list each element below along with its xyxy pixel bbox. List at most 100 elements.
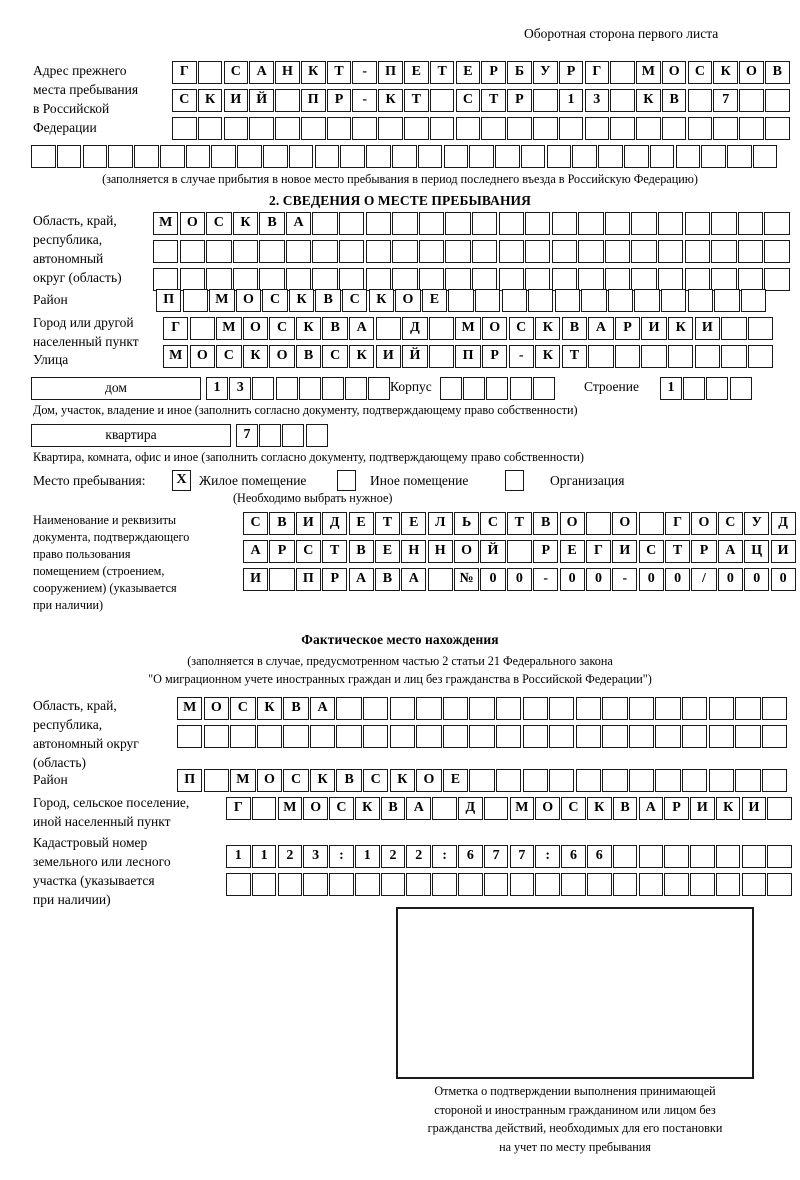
input-cell[interactable]	[708, 725, 734, 748]
input-cell[interactable]: -	[612, 568, 638, 591]
input-cell[interactable]: С	[216, 345, 242, 368]
input-cell[interactable]	[655, 769, 681, 792]
ownership-document-row-3[interactable]: И П Р А В А № 0 0-0 0-0 0/0 0 0	[243, 568, 797, 591]
input-cell[interactable]	[321, 377, 344, 400]
input-cell[interactable]	[288, 145, 314, 168]
input-cell[interactable]: М	[509, 797, 535, 820]
input-cell[interactable]: С	[172, 89, 197, 112]
input-cell[interactable]	[657, 240, 684, 263]
input-cell[interactable]: Р	[664, 797, 689, 820]
input-cell[interactable]: Б	[507, 61, 532, 84]
input-cell[interactable]: 7	[483, 845, 509, 868]
input-cell[interactable]: Т	[404, 89, 429, 112]
input-cell[interactable]	[551, 240, 578, 263]
input-cell[interactable]	[727, 145, 752, 168]
input-cell[interactable]: О	[395, 289, 421, 312]
input-cell[interactable]	[232, 268, 259, 291]
input-cell[interactable]	[675, 145, 701, 168]
input-cell[interactable]	[610, 61, 635, 84]
input-cell[interactable]	[252, 377, 275, 400]
input-cell[interactable]	[189, 317, 215, 340]
input-cell[interactable]	[251, 797, 277, 820]
input-cell[interactable]	[764, 212, 790, 235]
input-cell[interactable]: Н	[427, 540, 453, 563]
input-cell[interactable]: Е	[348, 512, 374, 535]
input-cell[interactable]	[406, 873, 432, 896]
input-cell[interactable]: Г	[585, 540, 612, 563]
input-cell[interactable]: С	[342, 289, 368, 312]
input-cell[interactable]	[418, 212, 445, 235]
input-cell[interactable]	[232, 240, 259, 263]
input-cell[interactable]	[197, 61, 223, 84]
input-cell[interactable]	[554, 289, 581, 312]
input-cell[interactable]	[197, 117, 223, 140]
input-cell[interactable]	[687, 289, 713, 312]
input-cell[interactable]	[469, 725, 495, 748]
input-cell[interactable]: №	[454, 568, 480, 591]
input-cell[interactable]	[256, 725, 283, 748]
input-cell[interactable]	[522, 725, 548, 748]
stay-region-row-2[interactable]	[153, 240, 791, 263]
input-cell[interactable]: 6	[458, 845, 483, 868]
input-cell[interactable]: Р	[322, 568, 348, 591]
input-cell[interactable]	[418, 268, 445, 291]
input-cell[interactable]	[31, 145, 56, 168]
input-cell[interactable]: О	[189, 345, 215, 368]
input-cell[interactable]: О	[454, 540, 480, 563]
input-cell[interactable]: Т	[506, 512, 532, 535]
input-cell[interactable]: М	[277, 797, 303, 820]
input-cell[interactable]	[604, 240, 631, 263]
input-cell[interactable]	[661, 117, 687, 140]
input-cell[interactable]	[681, 697, 708, 720]
input-cell[interactable]: А	[588, 317, 614, 340]
input-cell[interactable]	[737, 240, 764, 263]
input-cell[interactable]	[428, 345, 455, 368]
input-cell[interactable]	[764, 89, 790, 112]
input-cell[interactable]: К	[197, 89, 223, 112]
input-cell[interactable]	[237, 145, 262, 168]
input-cell[interactable]	[285, 268, 312, 291]
input-cell[interactable]	[588, 345, 614, 368]
input-cell[interactable]	[631, 268, 657, 291]
input-cell[interactable]	[525, 212, 551, 235]
input-cell[interactable]: Е	[421, 289, 448, 312]
input-cell[interactable]: Т	[561, 345, 588, 368]
input-cell[interactable]	[134, 145, 159, 168]
input-cell[interactable]	[312, 212, 338, 235]
input-cell[interactable]	[380, 873, 406, 896]
input-cell[interactable]	[735, 769, 761, 792]
input-cell[interactable]	[549, 769, 575, 792]
input-cell[interactable]	[584, 117, 610, 140]
input-cell[interactable]	[185, 145, 211, 168]
input-cell[interactable]: Е	[404, 61, 429, 84]
input-cell[interactable]	[445, 212, 471, 235]
input-cell[interactable]	[428, 317, 455, 340]
input-cell[interactable]: У	[744, 512, 770, 535]
input-cell[interactable]	[767, 873, 792, 896]
input-cell[interactable]	[623, 145, 649, 168]
input-cell[interactable]	[735, 697, 761, 720]
input-cell[interactable]: О	[691, 512, 717, 535]
input-cell[interactable]	[445, 240, 471, 263]
input-cell[interactable]: Е	[559, 540, 585, 563]
input-cell[interactable]: Е	[374, 540, 401, 563]
input-cell[interactable]: К	[636, 89, 661, 112]
input-cell[interactable]	[389, 697, 416, 720]
input-cell[interactable]: В	[348, 540, 374, 563]
input-cell[interactable]: :	[329, 845, 354, 868]
input-cell[interactable]: Н	[401, 540, 427, 563]
input-cell[interactable]: 1	[660, 377, 682, 400]
input-cell[interactable]: Й	[402, 345, 428, 368]
input-cell[interactable]	[153, 268, 179, 291]
input-cell[interactable]	[366, 145, 391, 168]
input-cell[interactable]: С	[269, 317, 295, 340]
input-cell[interactable]	[737, 268, 764, 291]
input-cell[interactable]	[432, 873, 457, 896]
input-cell[interactable]: Е	[455, 61, 481, 84]
input-cell[interactable]: Л	[427, 512, 453, 535]
input-cell[interactable]: -	[533, 568, 559, 591]
input-cell[interactable]: О	[256, 769, 283, 792]
